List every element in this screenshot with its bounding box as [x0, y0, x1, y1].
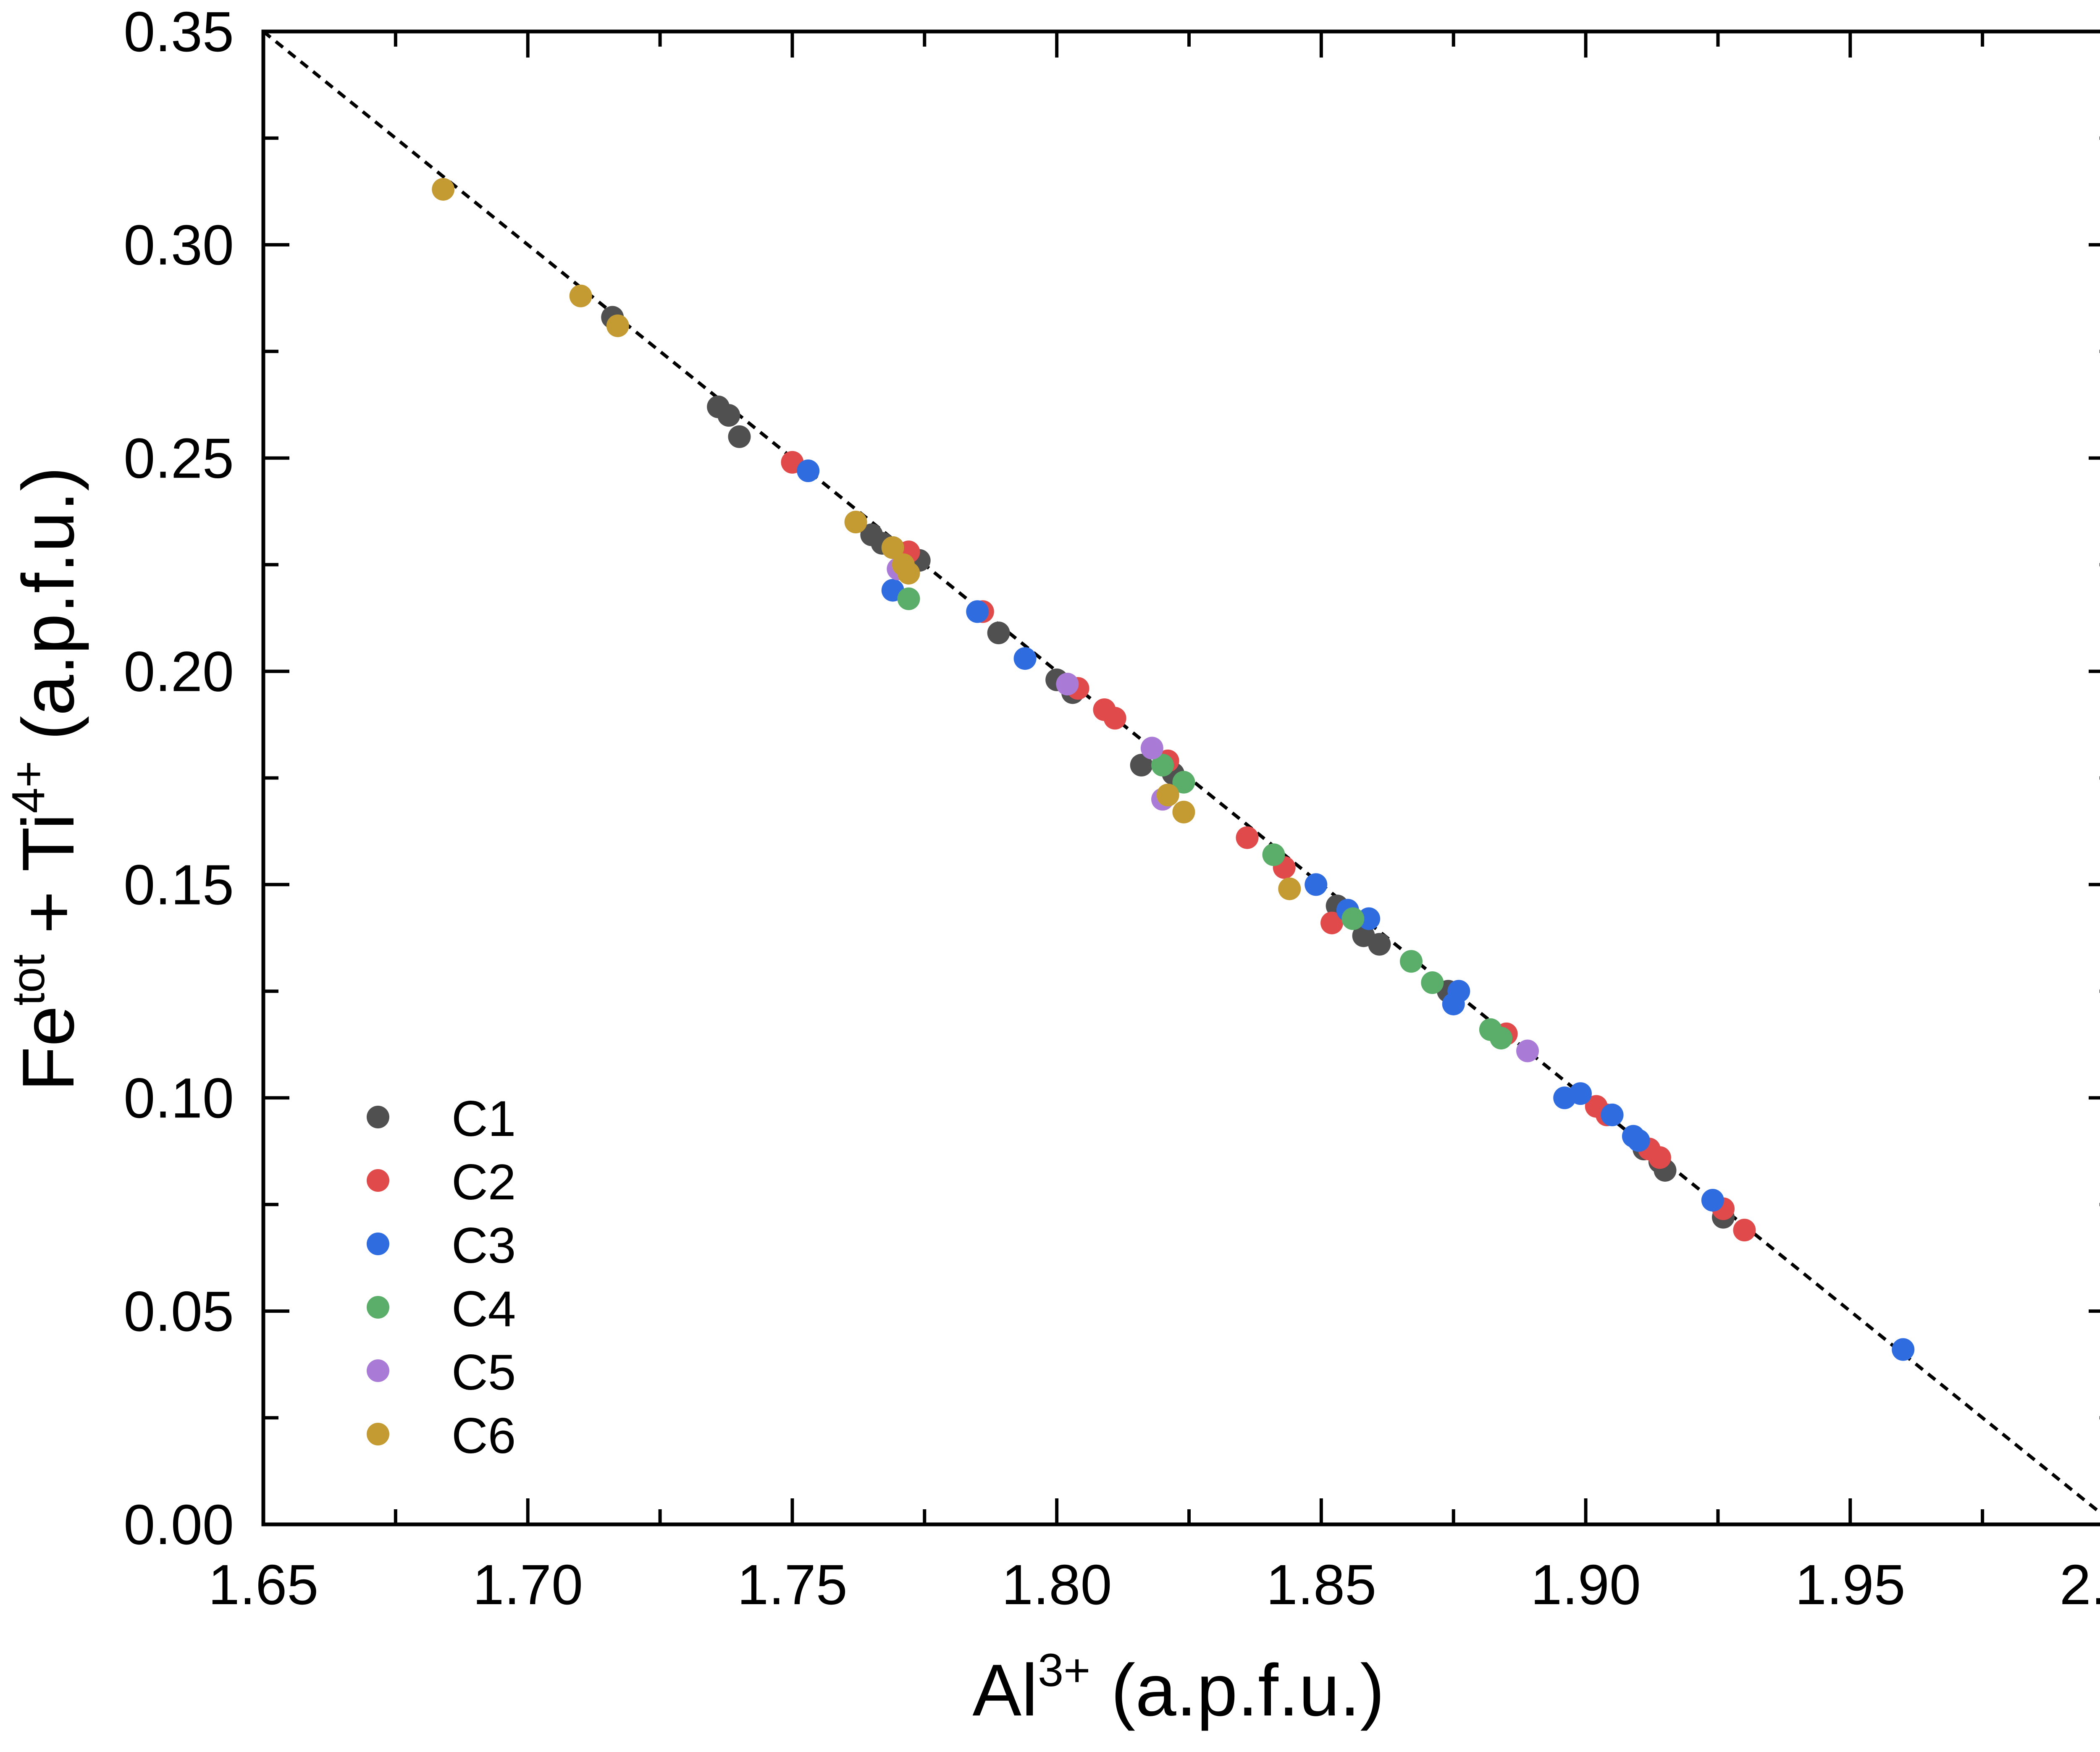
x-tick-label: 1.75	[737, 1553, 848, 1616]
data-point	[1151, 754, 1174, 777]
series-c3	[797, 459, 1915, 1361]
y-tick-label: 0.10	[123, 1066, 234, 1130]
legend-label: C6	[452, 1408, 516, 1464]
y-axis-title-part1: Fe	[8, 1006, 89, 1091]
data-point	[1701, 1189, 1724, 1212]
y-tick-label: 0.20	[123, 640, 234, 703]
data-point	[1278, 877, 1301, 900]
data-point	[1262, 843, 1285, 866]
x-tick-label: 1.70	[472, 1553, 583, 1616]
x-tick-label: 1.90	[1530, 1553, 1641, 1616]
data-point	[844, 511, 867, 534]
data-point	[432, 178, 455, 201]
data-point	[1236, 826, 1259, 849]
x-tick-labels: 1.65 1.70 1.75 1.80 1.85 1.90 1.95 2.00	[208, 1553, 2100, 1616]
data-point	[966, 600, 989, 623]
data-point	[1013, 647, 1037, 670]
data-point	[728, 425, 751, 448]
data-point	[1172, 771, 1195, 794]
data-point	[897, 587, 920, 610]
y-tick-labels: 0.00 0.05 0.10 0.15 0.20 0.25 0.30 0.35	[123, 0, 234, 1556]
data-point	[1320, 911, 1344, 934]
data-point	[1447, 980, 1470, 1003]
y-axis-title: Fetot + Ti4+ (a.p.f.u.)	[3, 467, 89, 1091]
data-point	[987, 622, 1010, 645]
data-point	[881, 536, 904, 559]
data-point	[897, 561, 920, 585]
data-point	[1892, 1338, 1915, 1361]
x-axis-title-suffix: (a.p.f.u.)	[1090, 1650, 1384, 1731]
data-point	[569, 284, 592, 307]
legend: C1 C2 C3 C4 C5 C6	[367, 1091, 516, 1464]
legend-marker	[367, 1423, 389, 1445]
data-point	[1569, 1082, 1592, 1105]
data-point	[1733, 1219, 1756, 1242]
legend-marker	[367, 1233, 389, 1255]
series-c4	[897, 587, 1513, 1050]
data-point	[606, 314, 629, 337]
data-point	[1172, 800, 1195, 824]
legend-label: C5	[452, 1344, 516, 1401]
legend-marker	[367, 1169, 389, 1192]
data-point	[1056, 673, 1079, 696]
y-axis-title-sup2: 4+	[3, 761, 54, 813]
x-axis-title-sup: 3+	[1038, 1644, 1090, 1696]
plot-frame	[261, 29, 2100, 1526]
series-c6	[432, 178, 1301, 900]
data-points	[432, 178, 1915, 1361]
data-point	[1648, 1146, 1671, 1169]
y-tick-label: 0.00	[123, 1493, 234, 1556]
legend-marker	[367, 1359, 389, 1382]
data-point	[1421, 971, 1444, 994]
y-axis-title-part2: + Ti	[8, 813, 89, 955]
data-point	[1357, 907, 1381, 930]
legend-marker	[367, 1296, 389, 1319]
x-tick-label: 1.85	[1266, 1553, 1376, 1616]
legend-label: C4	[452, 1281, 516, 1337]
y-axis-title-sup1: tot	[3, 954, 54, 1005]
legend-label: C2	[452, 1154, 516, 1210]
data-point	[1130, 754, 1153, 777]
data-point	[1399, 950, 1423, 973]
x-tick-label: 1.80	[1002, 1553, 1112, 1616]
x-tick-label: 2.00	[2060, 1553, 2100, 1616]
y-tick-label: 0.30	[123, 213, 234, 277]
y-tick-label: 0.25	[123, 427, 234, 490]
legend-label: C3	[452, 1217, 516, 1274]
data-point	[1490, 1027, 1513, 1050]
data-point	[1341, 907, 1365, 930]
x-tick-label: 1.65	[208, 1553, 319, 1616]
data-point	[1305, 873, 1328, 896]
y-tick-label: 0.05	[123, 1280, 234, 1343]
data-point	[1156, 784, 1179, 807]
data-point	[1103, 707, 1126, 730]
x-axis-title: Al3+ (a.p.f.u.)	[972, 1644, 1384, 1731]
y-tick-label: 0.15	[123, 853, 234, 916]
x-axis-title-base: Al	[972, 1650, 1038, 1731]
data-point	[1601, 1103, 1624, 1126]
data-point	[1627, 1129, 1650, 1152]
x-tick-label: 1.95	[1795, 1553, 1906, 1616]
data-point	[1140, 737, 1163, 760]
data-point	[797, 459, 820, 483]
data-point	[717, 404, 740, 427]
legend-label: C1	[452, 1091, 516, 1147]
legend-marker	[367, 1106, 389, 1128]
y-tick-label: 0.35	[123, 0, 234, 63]
y-axis-title-suffix: (a.p.f.u.)	[8, 467, 89, 761]
axis-ticks	[262, 30, 2100, 1526]
data-point	[1368, 933, 1391, 956]
data-point	[1516, 1039, 1539, 1062]
